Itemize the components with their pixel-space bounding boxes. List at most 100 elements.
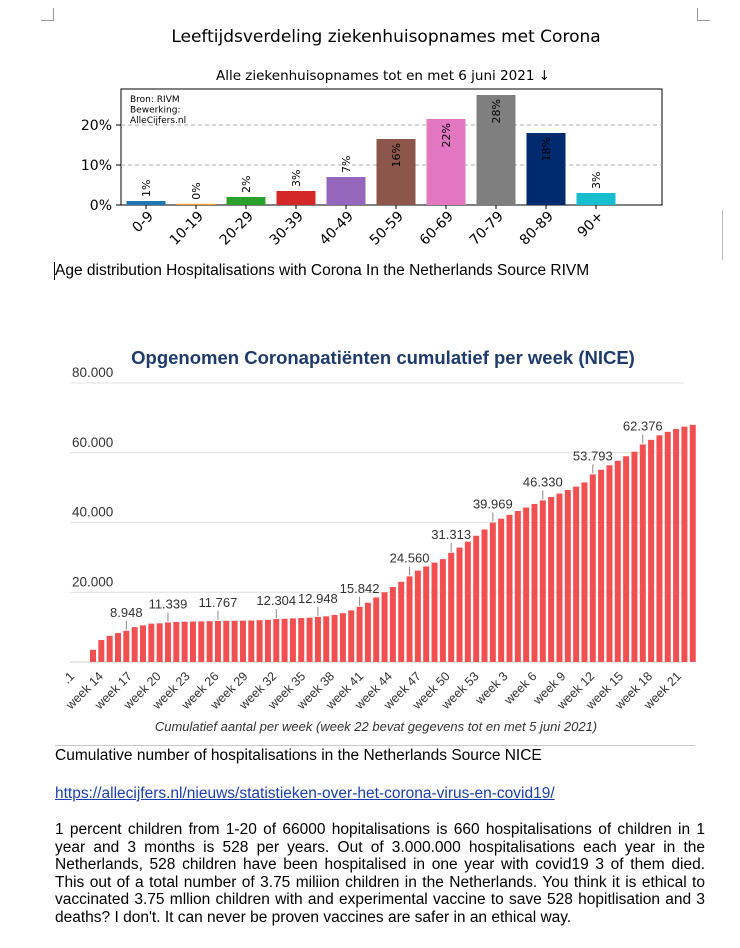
chart2-caption: Cumulative number of hospitalisations in… [55, 747, 542, 765]
bar-value-label: 0% [190, 182, 203, 199]
chart1-caption: Age distribution Hospitalisations with C… [55, 262, 589, 280]
bar [114, 633, 121, 662]
annotation-label: 12.948 [298, 591, 338, 606]
bar [389, 587, 396, 662]
bar-10-19 [176, 203, 216, 205]
bar [131, 627, 138, 662]
y-tick-label: 20.000 [72, 574, 113, 589]
bar [489, 522, 496, 662]
bar [539, 500, 546, 662]
bar-value-label: 2% [240, 176, 253, 193]
bar-value-label: 1% [140, 180, 153, 197]
bar [464, 541, 471, 662]
annotation-label: 24.560 [390, 550, 430, 565]
bar [431, 562, 438, 662]
bar [189, 621, 196, 662]
chart-title: Opgenomen Coronapatiënten cumulatief per… [131, 347, 635, 368]
bar [456, 547, 463, 662]
x-axis-label: Cumulatief aantal per week (week 22 beva… [155, 719, 597, 734]
bar [231, 620, 238, 662]
bar-80-89 [526, 133, 566, 205]
bar [223, 620, 230, 662]
bar [664, 431, 671, 662]
bar [106, 635, 113, 662]
bar [681, 426, 688, 662]
bar [356, 606, 363, 662]
bar-50-59 [376, 139, 416, 205]
bar-30-39 [276, 191, 316, 205]
page-corner-mark-right [697, 8, 710, 21]
source-link[interactable]: https://allecijfers.nl/nieuws/statistiek… [55, 785, 555, 802]
bar [673, 429, 680, 662]
y-tick-label: 80.000 [72, 365, 113, 380]
bar [564, 490, 571, 662]
bar [90, 649, 96, 662]
bar [639, 444, 646, 662]
bar [689, 424, 696, 662]
bar [139, 625, 146, 662]
bar [606, 465, 613, 662]
bar [173, 621, 180, 662]
x-tick-label: week 6 [501, 669, 540, 708]
bar [623, 456, 630, 662]
age-distribution-chart: Leeftijdsverdeling ziekenhuisopnames met… [81, 27, 663, 249]
bar [264, 619, 271, 662]
bar [314, 616, 321, 662]
text-cursor [54, 262, 55, 280]
bar [448, 552, 455, 662]
bar-20-29 [226, 197, 266, 205]
bar [481, 529, 488, 662]
bar [548, 497, 555, 662]
bar [289, 618, 296, 662]
bar [123, 630, 130, 662]
bar [181, 621, 188, 662]
bar [523, 507, 530, 662]
annotation-label: 12.304 [256, 593, 296, 608]
bar [614, 460, 621, 662]
bar [239, 620, 246, 662]
bar [556, 493, 563, 662]
bar [398, 581, 405, 662]
annotation-label: 53.793 [573, 448, 613, 463]
bar-value-label: 3% [290, 170, 303, 187]
bar [656, 435, 663, 662]
bar [331, 614, 338, 662]
chart-title: Leeftijdsverdeling ziekenhuisopnames met… [171, 27, 600, 47]
annotation-label: 11.767 [199, 595, 238, 610]
bar [473, 535, 480, 662]
source-note: Bron: RIVM [130, 95, 180, 105]
annotation-label: 15.842 [340, 581, 380, 596]
bar-value-label: 28% [490, 99, 503, 123]
x-tick-label: .1 [60, 669, 77, 686]
bar-value-label: 18% [540, 137, 553, 161]
bar [214, 620, 221, 662]
bar [256, 620, 263, 662]
bar [164, 622, 171, 662]
bar [248, 620, 255, 662]
annotation-label: 46.330 [523, 474, 563, 489]
bar [439, 559, 446, 662]
caption-text: Cumulative number of hospitalisations in… [55, 747, 542, 764]
bar-60-69 [426, 119, 466, 205]
bar [589, 474, 596, 662]
bar-value-label: 7% [340, 156, 353, 173]
bar [423, 566, 430, 662]
bar [373, 597, 380, 662]
bar [298, 618, 305, 662]
source-note: AlleCijfers.nl [130, 116, 186, 126]
bar [598, 469, 605, 662]
section-divider [55, 745, 695, 746]
bar-value-label: 22% [440, 123, 453, 147]
bar [648, 439, 655, 662]
y-tick-label: 20% [81, 118, 112, 134]
bar [198, 621, 205, 662]
bar [206, 621, 213, 662]
y-tick-label: 0% [90, 198, 112, 214]
annotation-label: 62.376 [623, 418, 663, 433]
bar [148, 623, 155, 662]
bar [281, 618, 288, 662]
bar [273, 619, 280, 662]
bar [531, 504, 538, 662]
bar [414, 570, 421, 662]
margin-line [722, 210, 723, 260]
